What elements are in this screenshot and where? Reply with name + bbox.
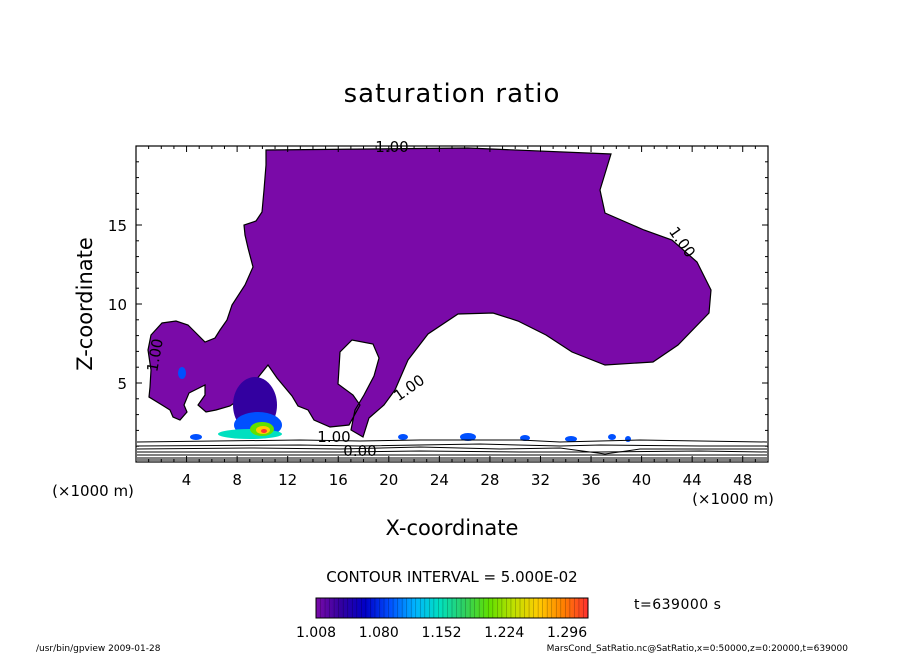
contour-interval-text: CONTOUR INTERVAL = 5.000E-02 xyxy=(326,568,577,586)
contour-label: 1.00 xyxy=(375,138,408,156)
blob xyxy=(460,433,476,441)
surface-contour xyxy=(136,446,767,455)
colorbar-tick-label: 1.224 xyxy=(484,625,524,641)
supersaturation-region xyxy=(147,147,712,438)
surface-contour xyxy=(136,439,768,443)
colorbar-bands xyxy=(320,598,584,618)
x-tick-label: 32 xyxy=(531,471,550,489)
x-tick-label: 24 xyxy=(430,471,449,489)
y-tick-label: 15 xyxy=(108,217,127,235)
blob xyxy=(398,434,408,440)
x-unit-left: (×1000 m) xyxy=(52,482,134,500)
x-tick-label: 44 xyxy=(683,471,702,489)
blob xyxy=(190,434,202,440)
blob xyxy=(608,434,616,440)
high-ratio-core xyxy=(218,377,282,439)
y-axis-label: Z-coordinate xyxy=(73,237,97,371)
y-axis-ticks: 5 10 15 xyxy=(108,161,768,447)
surface-contour xyxy=(136,443,767,447)
colorbar-ticks: 1.008 1.080 1.152 1.224 1.296 xyxy=(296,625,587,641)
footer-right: MarsCond_SatRatio.nc@SatRatio,x=0:50000,… xyxy=(547,644,849,654)
colorbar-tick-label: 1.152 xyxy=(421,625,461,641)
contour-label: 1.00 xyxy=(143,337,167,373)
surface-contour xyxy=(137,450,768,453)
plot-area: 1.00 1.00 1.00 1.00 1.00 0.00 xyxy=(135,138,769,463)
x-tick-label: 20 xyxy=(379,471,398,489)
footer-left: /usr/bin/gpview 2009-01-28 xyxy=(36,644,161,654)
x-tick-label: 36 xyxy=(581,471,600,489)
surface-blobs xyxy=(178,367,631,442)
blob xyxy=(565,436,577,442)
x-tick-label: 28 xyxy=(480,471,499,489)
time-label: t=639000 s xyxy=(634,597,721,613)
blob xyxy=(178,367,186,379)
blob xyxy=(520,435,530,441)
x-tick-label: 12 xyxy=(278,471,297,489)
x-unit-right: (×1000 m) xyxy=(692,490,774,508)
y-tick-label: 5 xyxy=(117,375,127,393)
x-axis-label: X-coordinate xyxy=(386,516,519,540)
x-tick-label: 40 xyxy=(632,471,651,489)
x-tick-label: 8 xyxy=(232,471,242,489)
blob xyxy=(625,436,631,442)
x-tick-label: 4 xyxy=(182,471,192,489)
x-tick-label: 16 xyxy=(329,471,348,489)
contour-label: 0.00 xyxy=(343,442,376,460)
y-tick-label: 10 xyxy=(108,296,127,314)
x-axis-ticks: 4 8 12 16 20 24 28 32 36 40 44 48 xyxy=(148,146,756,489)
colorbar: 1.008 1.080 1.152 1.224 1.296 xyxy=(296,597,589,641)
core-layer-6 xyxy=(261,429,267,433)
x-tick-label: 48 xyxy=(733,471,752,489)
colorbar-tick-label: 1.080 xyxy=(359,625,399,641)
colorbar-fill xyxy=(315,597,589,619)
colorbar-tick-label: 1.008 xyxy=(296,625,336,641)
colorbar-tick-label: 1.296 xyxy=(547,625,587,641)
contour-label: 1.00 xyxy=(317,428,350,446)
chart-title: saturation ratio xyxy=(344,79,561,109)
